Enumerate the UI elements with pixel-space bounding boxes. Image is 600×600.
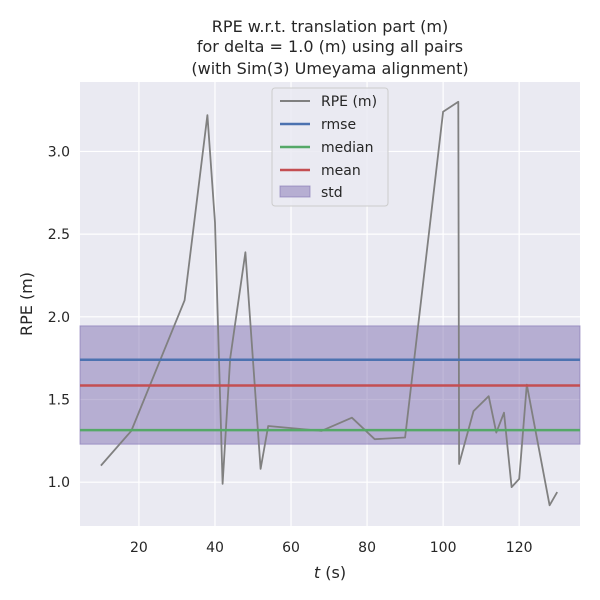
x-tick-labels: 20 40 60 80 100 120 bbox=[130, 540, 533, 556]
rpe-series-line bbox=[100, 100, 558, 507]
title-line-3: (with Sim(3) Umeyama alignment) bbox=[191, 59, 468, 78]
chart-title: RPE w.r.t. translation part (m) for delt… bbox=[191, 17, 468, 78]
legend-label-rmse: rmse bbox=[321, 117, 356, 133]
x-axis-label: t (s) bbox=[314, 563, 346, 582]
title-line-2: for delta = 1.0 (m) using all pairs bbox=[197, 37, 463, 56]
x-tick-label: 40 bbox=[206, 540, 224, 556]
y-tick-label: 2.5 bbox=[48, 227, 70, 243]
y-tick-label: 2.0 bbox=[48, 310, 70, 326]
x-tick-label: 100 bbox=[430, 540, 457, 556]
series-layer bbox=[100, 100, 558, 507]
legend: RPE (m) rmse median mean std bbox=[271, 87, 389, 207]
legend-box bbox=[271, 87, 389, 207]
x-tick-label: 20 bbox=[130, 540, 148, 556]
x-axis-label-italic: t bbox=[314, 563, 321, 582]
x-axis-label-unit: (s) bbox=[320, 563, 346, 582]
title-line-1: RPE w.r.t. translation part (m) bbox=[212, 17, 448, 36]
y-tick-label: 1.5 bbox=[48, 392, 70, 408]
y-axis-label: RPE (m) bbox=[17, 272, 36, 336]
x-tick-label: 120 bbox=[506, 540, 533, 556]
x-tick-label: 60 bbox=[282, 540, 300, 556]
legend-swatch-std bbox=[279, 185, 311, 198]
legend-label-median: median bbox=[321, 140, 373, 156]
y-tick-label: 1.0 bbox=[48, 475, 70, 491]
x-tick-label: 80 bbox=[358, 540, 376, 556]
legend-label-rpe: RPE (m) bbox=[321, 94, 377, 110]
stat-lines bbox=[80, 358, 580, 432]
legend-label-mean: mean bbox=[321, 163, 361, 179]
legend-label-std: std bbox=[321, 185, 343, 201]
y-tick-label: 3.0 bbox=[48, 144, 70, 160]
y-tick-labels: 1.0 1.5 2.0 2.5 3.0 bbox=[48, 144, 70, 491]
